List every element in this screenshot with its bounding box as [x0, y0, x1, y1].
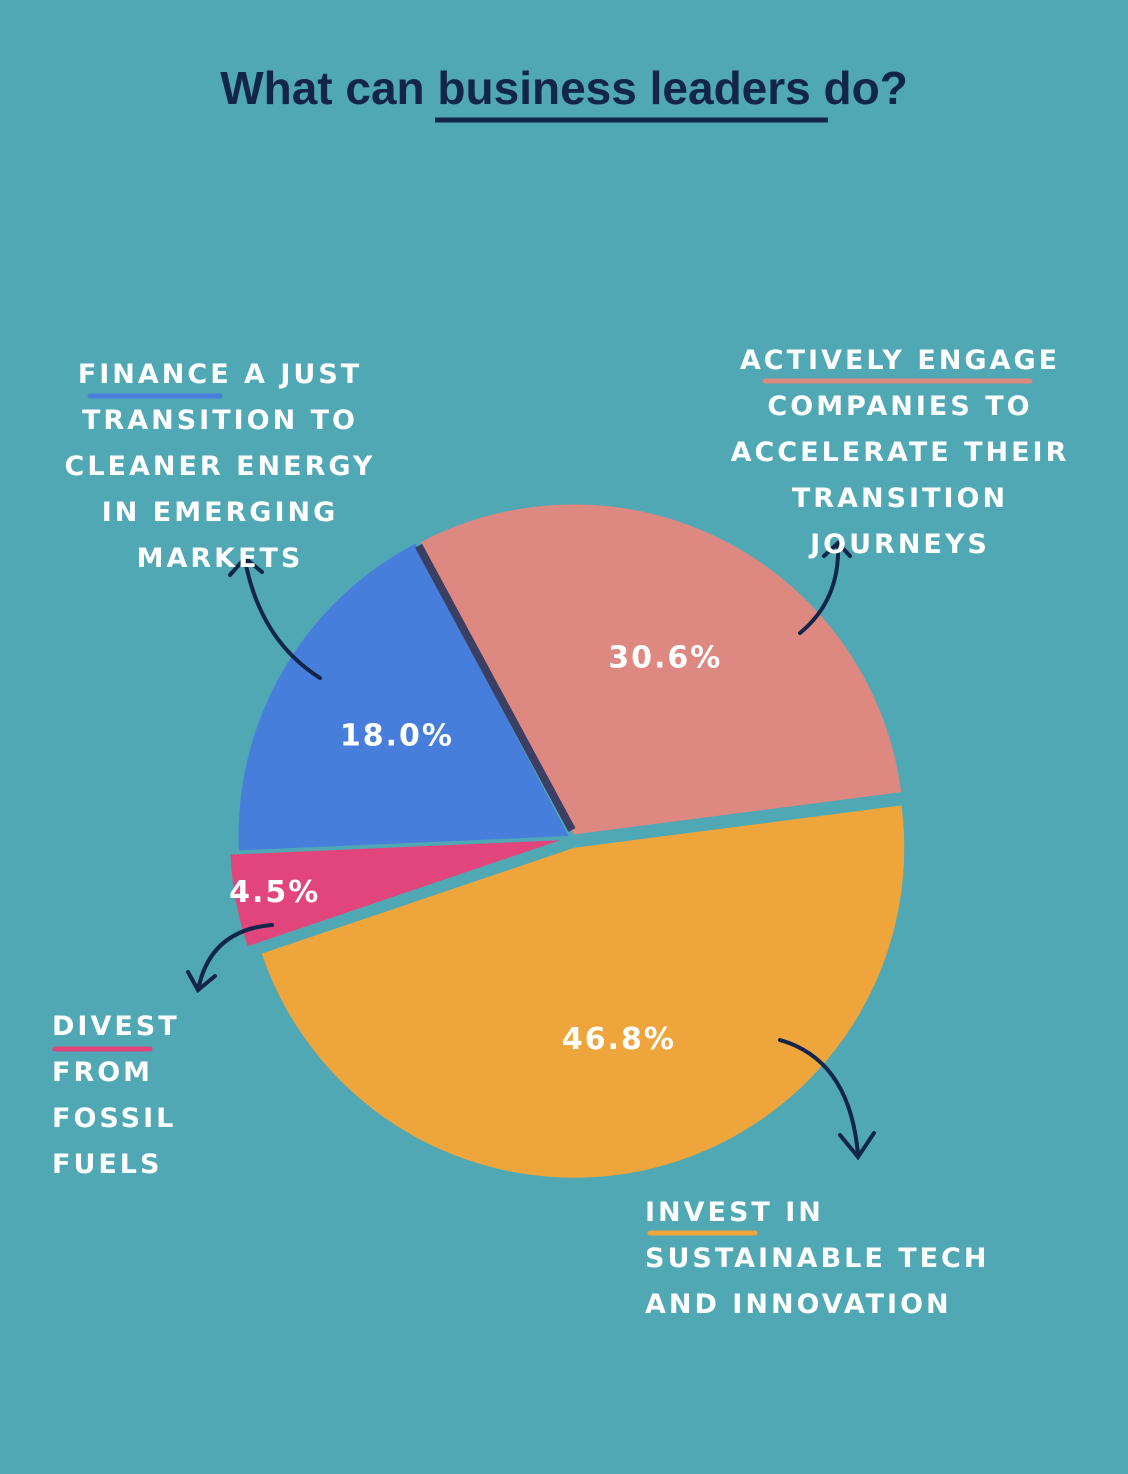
- value-label: 46.8%: [562, 1022, 676, 1057]
- keyword-underlines: [52, 378, 1033, 1236]
- value-label: 30.6%: [608, 640, 722, 675]
- arrows: [186, 540, 876, 1161]
- category-label: INVEST IN SUSTAINABLE TECH AND INNOVATIO…: [645, 1197, 990, 1320]
- pie: [230, 504, 905, 1178]
- value-label: 18.0%: [340, 719, 454, 754]
- arrow: [778, 1038, 876, 1161]
- arrow: [186, 923, 274, 994]
- arrow: [798, 540, 852, 635]
- category-label: DIVEST FROM FOSSIL FUELS: [52, 1011, 180, 1180]
- value-label: 4.5%: [229, 875, 320, 910]
- arrow: [228, 555, 322, 680]
- category-label: FINANCE A JUST TRANSITION TO CLEANER ENE…: [64, 359, 376, 574]
- slice: [261, 805, 905, 1178]
- slice-separator: [415, 543, 576, 832]
- slice: [230, 840, 561, 947]
- slice: [420, 504, 902, 835]
- category-label: ACTIVELY ENGAGE COMPANIES TO ACCELERATE …: [730, 345, 1070, 560]
- slice: [238, 543, 569, 851]
- chart-title: What can business leaders do?: [220, 62, 908, 114]
